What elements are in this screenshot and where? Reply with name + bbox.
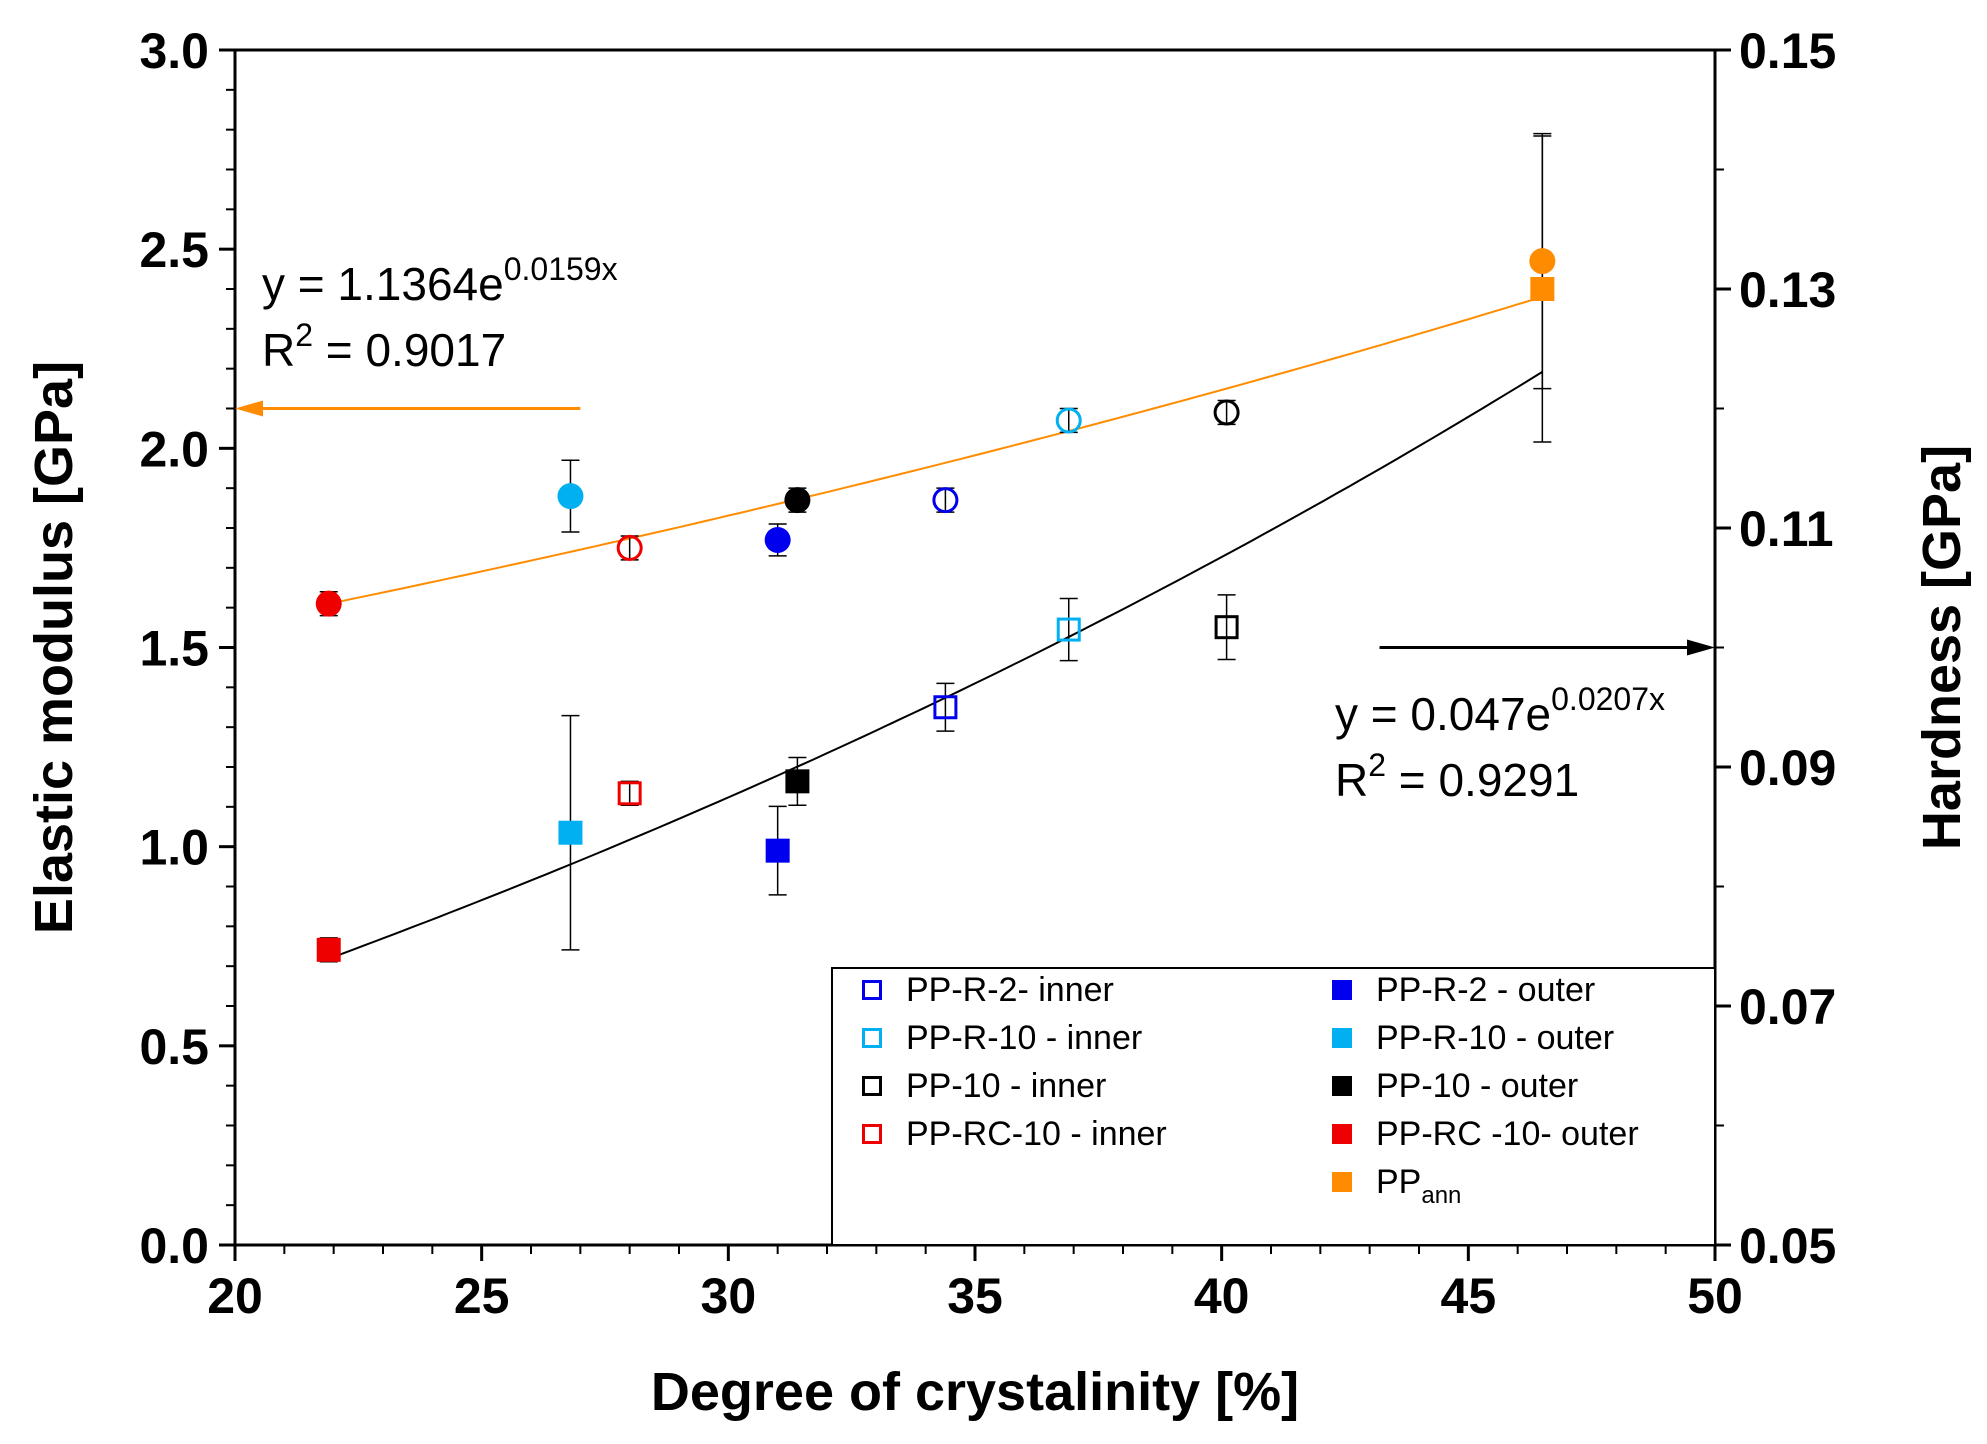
y-tick-label: 1.0 (139, 820, 209, 876)
y2-tick-label: 0.11 (1739, 501, 1834, 557)
y-tick-label: 2.5 (139, 222, 209, 278)
hardness-point-7 (316, 937, 341, 962)
legend-marker (1332, 1124, 1352, 1144)
error-bar (936, 682, 955, 732)
error-bar (620, 780, 639, 806)
y-tick-label: 3.0 (139, 23, 209, 79)
x-tick-label: 40 (1194, 1268, 1250, 1324)
y-tick-label: 0.0 (139, 1218, 209, 1274)
y2-tick-label: 0.09 (1739, 740, 1836, 796)
y-axis-label: Elastic modulus [GPa] (24, 361, 84, 934)
legend-label: PP-10 - outer (1376, 1067, 1578, 1105)
legend-label: PP-R-10 - outer (1376, 1019, 1614, 1057)
legend-marker (1332, 1076, 1352, 1096)
y2-tick-label: 0.13 (1739, 262, 1836, 318)
legend-marker (1332, 1172, 1352, 1192)
modulus-fit-curve (328, 295, 1543, 605)
arrow-head (1687, 639, 1715, 656)
y2-tick-label: 0.05 (1739, 1218, 1836, 1274)
legend-marker (862, 1076, 882, 1096)
legend-marker (862, 1124, 882, 1144)
modulus-point-12 (616, 534, 643, 561)
legend-marker (1332, 980, 1352, 1000)
y2-tick-label: 0.07 (1739, 979, 1836, 1035)
legend-box (831, 967, 1716, 1246)
y-tick-label: 0.5 (139, 1019, 209, 1075)
hardness-point-2 (1214, 615, 1239, 640)
y2-tick-label: 0.15 (1739, 23, 1836, 79)
x-tick-label: 50 (1687, 1268, 1743, 1324)
hardness-axis-arrow (1379, 639, 1715, 656)
x-tick-label: 25 (454, 1268, 510, 1324)
legend-label: PP-R-10 - inner (906, 1019, 1142, 1057)
legend-marker (862, 1028, 882, 1048)
modulus-point-16 (315, 590, 342, 617)
modulus-point-14 (557, 483, 584, 510)
hardness-point-5 (558, 820, 583, 845)
hardness-point-6 (785, 769, 810, 794)
modulus-point-9 (932, 487, 959, 514)
hardness-fit-r-squared: R2 = 0.9291 (1335, 747, 1579, 806)
hardness-point-3 (617, 781, 642, 806)
legend-label: PP-R-2- inner (906, 971, 1114, 1009)
x-tick-label: 30 (701, 1268, 757, 1324)
hardness-point-1 (1056, 617, 1081, 642)
hardness-fit-curve (328, 371, 1543, 960)
pp-ann-modulus-point (1529, 248, 1556, 275)
y-tick-label: 1.5 (139, 621, 209, 677)
y2-axis-label: Hardness [GPa] (1912, 445, 1972, 850)
modulus-point-10 (1055, 407, 1082, 434)
hardness-point-4 (765, 838, 790, 863)
y-tick-label: 2.0 (139, 421, 209, 477)
modulus-point-13 (764, 526, 791, 553)
modulus-axis-arrow (235, 400, 581, 417)
x-tick-label: 20 (207, 1268, 263, 1324)
error-bar (1217, 594, 1236, 661)
x-tick-label: 45 (1441, 1268, 1497, 1324)
modulus-fit-equation: y = 1.1364e0.0159x (262, 251, 618, 310)
legend-label: PP-RC-10 - inner (906, 1115, 1167, 1153)
legend-label: PP-RC -10- outer (1376, 1115, 1639, 1153)
modulus-point-11 (1213, 399, 1240, 426)
modulus-point-15 (784, 487, 811, 514)
hardness-point-0 (933, 695, 958, 720)
arrow-head (235, 400, 263, 417)
legend-label: PP-R-2 - outer (1376, 971, 1595, 1009)
legend-label: PPann (1376, 1163, 1461, 1209)
legend-marker (1332, 1028, 1352, 1048)
legend: PP-R-2- inner PP-R-10 - inner PP-10 - inne… (831, 967, 1716, 1246)
hardness-fit-equation: y = 0.047e0.0207x (1335, 681, 1665, 740)
x-tick-label: 35 (947, 1268, 1003, 1324)
modulus-fit-r-squared: R2 = 0.9017 (262, 317, 506, 376)
x-axis-label: Degree of crystalinity [%] (651, 1362, 1299, 1422)
pp-ann-hardness-point (1530, 277, 1555, 301)
error-bar (1059, 597, 1078, 662)
legend-label: PP-10 - inner (906, 1067, 1106, 1105)
legend-marker (862, 980, 882, 1000)
